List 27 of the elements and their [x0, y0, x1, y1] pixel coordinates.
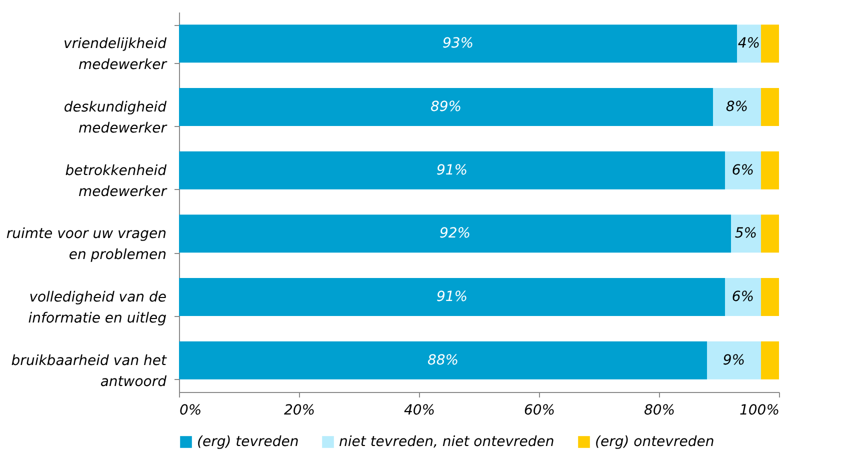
data-label: 89% — [430, 99, 462, 115]
data-label: 5% — [734, 226, 758, 242]
data-label: 91% — [436, 289, 468, 305]
x-tick-label: 0% — [180, 402, 202, 418]
y-tick-label: vriendelijkheid medewerker — [64, 36, 168, 74]
data-label: 6% — [732, 289, 754, 305]
data-label: 8% — [726, 99, 748, 115]
data-label: 88% — [427, 352, 459, 368]
data-label: 91% — [436, 162, 468, 178]
legend-label: (erg) tevreden — [197, 434, 299, 450]
x-tick-label: 40% — [404, 402, 436, 418]
x-tick-label: 100% — [739, 402, 780, 418]
y-tick-label: ruimte voor uw vragen en problemen — [6, 226, 166, 264]
y-tick-label: betrokkenheid medewerker — [65, 162, 168, 200]
legend-label: (erg) ontevreden — [595, 434, 714, 450]
y-tick-label: bruikbaarheid van het antwoord — [11, 352, 167, 390]
data-label: 6% — [732, 162, 754, 178]
data-label: 92% — [439, 226, 471, 242]
data-label: 4% — [738, 36, 760, 52]
data-label: 93% — [442, 36, 474, 52]
x-tick-label: 20% — [284, 402, 316, 418]
legend-label: niet tevreden, niet ontevreden — [339, 434, 554, 450]
x-tick-label: 80% — [644, 402, 676, 418]
x-tick-label: 60% — [524, 402, 556, 418]
y-tick-label: deskundigheid medewerker — [64, 100, 168, 136]
data-label: 9% — [722, 352, 746, 368]
y-tick-label: volledigheid van de informatie en uitleg — [28, 290, 167, 326]
